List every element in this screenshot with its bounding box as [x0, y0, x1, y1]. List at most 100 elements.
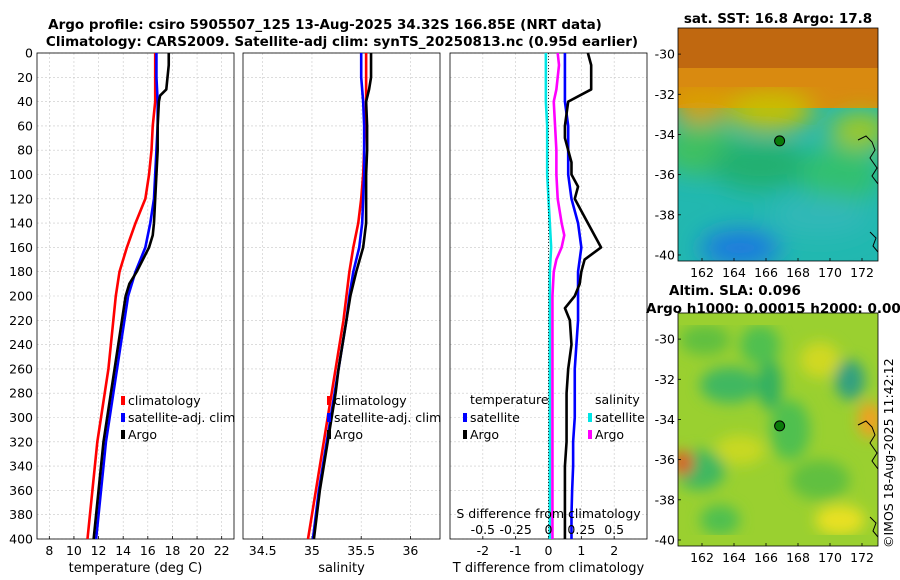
- y-tick-label: 120: [9, 191, 33, 206]
- y-tick-label: 140: [9, 216, 33, 231]
- series-line-argo: [312, 53, 373, 540]
- temperature-panel: 8 10 12 14 16 18 20 22 temperature (deg C) 0 20 40 6…: [9, 46, 235, 577]
- x-tick-label: 0: [545, 543, 553, 558]
- map-y-tick-label: -32: [655, 87, 675, 102]
- map-y-tick-label: -38: [655, 207, 675, 222]
- y-tick-label: 260: [9, 361, 33, 376]
- x-tick-label: 34.5: [249, 543, 277, 558]
- imos-credit: ©IMOS 18-Aug-2025 11:42:12: [881, 358, 896, 548]
- x-tick-label: 1: [577, 543, 585, 558]
- x-axis-label: T difference from climatology: [452, 561, 645, 576]
- map-x-tick-label: 170: [818, 550, 842, 565]
- map-y-tick-label: -30: [655, 332, 675, 347]
- map-x-tick-label: 172: [850, 265, 874, 280]
- legend-label: satellite-adj. clim: [334, 410, 441, 425]
- y-tick-label: 240: [9, 337, 33, 352]
- y-tick-label: 80: [17, 143, 33, 158]
- s-axis-label: S difference from climatology: [456, 506, 641, 521]
- legend-title: temperature: [470, 392, 549, 407]
- y-tick-label: 0: [25, 46, 33, 61]
- map-x-tick-label: 166: [754, 265, 778, 280]
- y-tick-label: 400: [9, 532, 33, 547]
- map-y-tick-label: -36: [655, 167, 675, 182]
- figure-subtitle: Climatology: CARS2009. Satellite-adj cli…: [46, 34, 638, 50]
- x-tick-label: 8: [45, 543, 53, 558]
- y-tick-label: 220: [9, 313, 33, 328]
- map-y-tick-label: -34: [655, 127, 675, 142]
- plot-frame: [242, 52, 441, 540]
- legend-label: Argo: [128, 427, 157, 442]
- y-tick-label: 160: [9, 240, 33, 255]
- difference-panel: -2 -1 0 1 2 T difference from climatology temp…: [449, 52, 648, 576]
- legend-label: satellite-adj. clim: [128, 410, 235, 425]
- legend-label: satellite: [595, 410, 645, 425]
- x-tick-label: 35.5: [347, 543, 375, 558]
- y-tick-label: 60: [17, 118, 33, 133]
- s-tick-label: -0.5: [471, 522, 495, 537]
- y-tick-label: 360: [9, 483, 33, 498]
- map-x-tick-label: 168: [786, 550, 810, 565]
- float-position-marker: [774, 420, 786, 432]
- x-tick-label: 10: [66, 543, 82, 558]
- y-tick-label: 20: [17, 70, 33, 85]
- figure-title: Argo profile: csiro 5905507_125 13-Aug-2…: [48, 17, 602, 33]
- map-y-tick-label: -38: [655, 492, 675, 507]
- map-x-tick-label: 168: [786, 265, 810, 280]
- s-tick-label: 0.5: [604, 522, 624, 537]
- legend-label: climatology: [128, 393, 201, 408]
- legend-label: climatology: [334, 393, 407, 408]
- map-x-tick-label: 166: [754, 550, 778, 565]
- legend-label: Argo: [595, 427, 624, 442]
- y-tick-label: 320: [9, 434, 33, 449]
- y-tick-label: 200: [9, 289, 33, 304]
- map-x-tick-label: 170: [818, 265, 842, 280]
- legend-label: Argo: [470, 427, 499, 442]
- map-x-tick-label: 164: [722, 265, 746, 280]
- x-tick-label: -2: [477, 543, 489, 558]
- map-y-tick-label: -36: [655, 452, 675, 467]
- series-line-climatology: [86, 53, 157, 540]
- sst-map: sat. SST: 16.8 Argo: 17.8 162 164 166 168 17…: [655, 11, 879, 280]
- x-tick-label: 18: [164, 543, 180, 558]
- x-tick-label: 35: [304, 543, 320, 558]
- legend-label: satellite: [470, 410, 520, 425]
- x-tick-label: -1: [509, 543, 521, 558]
- map-x-tick-label: 162: [690, 550, 714, 565]
- x-tick-label: 16: [140, 543, 156, 558]
- x-tick-label: 22: [214, 543, 230, 558]
- y-tick-label: 340: [9, 459, 33, 474]
- x-tick-label: 14: [115, 543, 131, 558]
- map-x-tick-label: 164: [722, 550, 746, 565]
- coastline: [857, 420, 878, 470]
- y-tick-label: 180: [9, 264, 33, 279]
- x-axis-label: temperature (deg C): [69, 561, 203, 576]
- series-line-salinity-argo: [551, 52, 566, 539]
- series-line-temperature-argo: [563, 52, 603, 539]
- legend-title: salinity: [595, 392, 640, 407]
- s-tick-label: -0.25: [499, 522, 531, 537]
- x-axis-label: salinity: [318, 561, 365, 576]
- coastline: [869, 516, 878, 538]
- y-tick-label: 100: [9, 167, 33, 182]
- series-line-salinity-satellite: [544, 53, 553, 539]
- map-y-tick-label: -30: [655, 47, 675, 62]
- plot-frame: [36, 52, 235, 540]
- map-y-tick-label: -32: [655, 372, 675, 387]
- series-line-temperature-satellite: [563, 53, 583, 539]
- series-line-argo: [92, 53, 171, 540]
- sla-map: Altim. SLA: 0.096 Argo h1000: 0.00015 h2…: [646, 283, 900, 565]
- map-y-tick-label: -40: [655, 247, 675, 262]
- x-tick-label: 12: [91, 543, 107, 558]
- s-tick-label: 0.25: [567, 522, 595, 537]
- coastline: [857, 135, 878, 185]
- y-tick-label: 40: [17, 94, 33, 109]
- y-tick-label: 280: [9, 386, 33, 401]
- sla-map-subtitle: Argo h1000: 0.00015 h2000: 0.008: [646, 301, 900, 317]
- map-y-tick-label: -34: [655, 412, 675, 427]
- x-tick-label: 2: [610, 543, 618, 558]
- x-tick-label: 36: [402, 543, 418, 558]
- x-tick-label: 20: [189, 543, 205, 558]
- float-position-marker: [774, 135, 786, 147]
- sst-map-title: sat. SST: 16.8 Argo: 17.8: [684, 11, 872, 27]
- map-x-tick-label: 162: [690, 265, 714, 280]
